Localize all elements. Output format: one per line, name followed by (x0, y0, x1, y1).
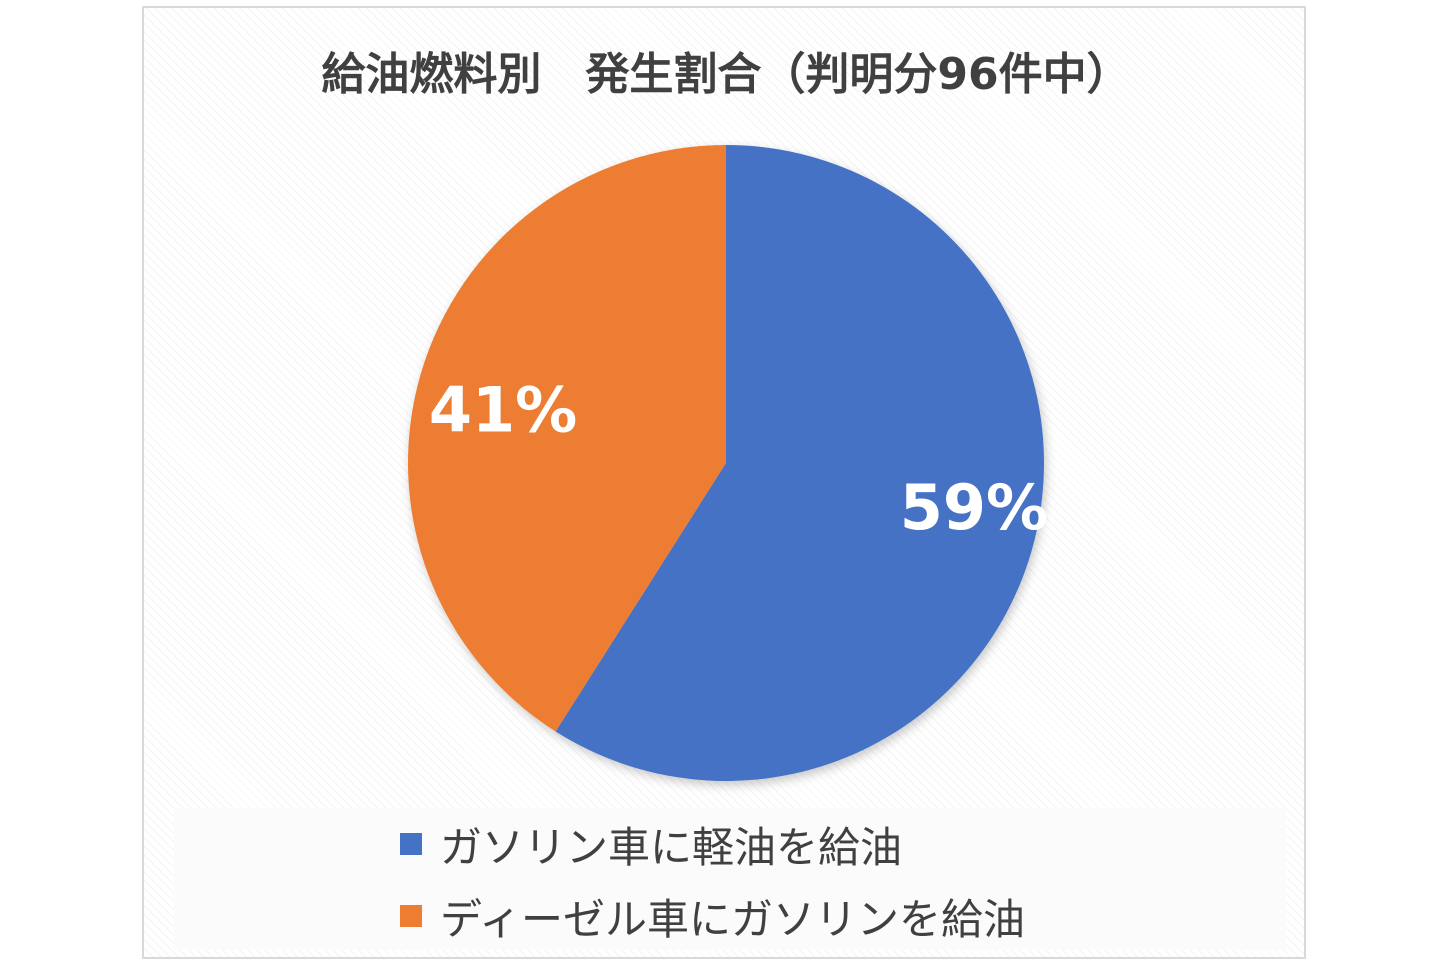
legend-swatch-2 (400, 905, 422, 927)
data-label-1: 59% (900, 471, 1048, 544)
legend-item-1: ガソリン車に軽油を給油 (400, 808, 1025, 880)
legend-item-2: ディーゼル車にガソリンを給油 (400, 880, 1025, 952)
chart-area: 給油燃料別 発生割合（判明分96件中） 59% 41% ガソリン車に軽油を給油ディ… (142, 6, 1306, 959)
legend: ガソリン車に軽油を給油ディーゼル車にガソリンを給油 (174, 808, 1286, 950)
legend-swatch-1 (400, 833, 422, 855)
data-label-2: 41% (429, 373, 577, 446)
pie-chart: 59% 41% (407, 145, 1048, 781)
chart-title: 給油燃料別 発生割合（判明分96件中） (321, 49, 1131, 100)
pie-slice-2 (407, 145, 726, 732)
legend-label-1: ガソリン車に軽油を給油 (440, 822, 903, 872)
legend-label-2: ディーゼル車にガソリンを給油 (440, 894, 1026, 944)
pie-slice-1 (555, 145, 1044, 781)
